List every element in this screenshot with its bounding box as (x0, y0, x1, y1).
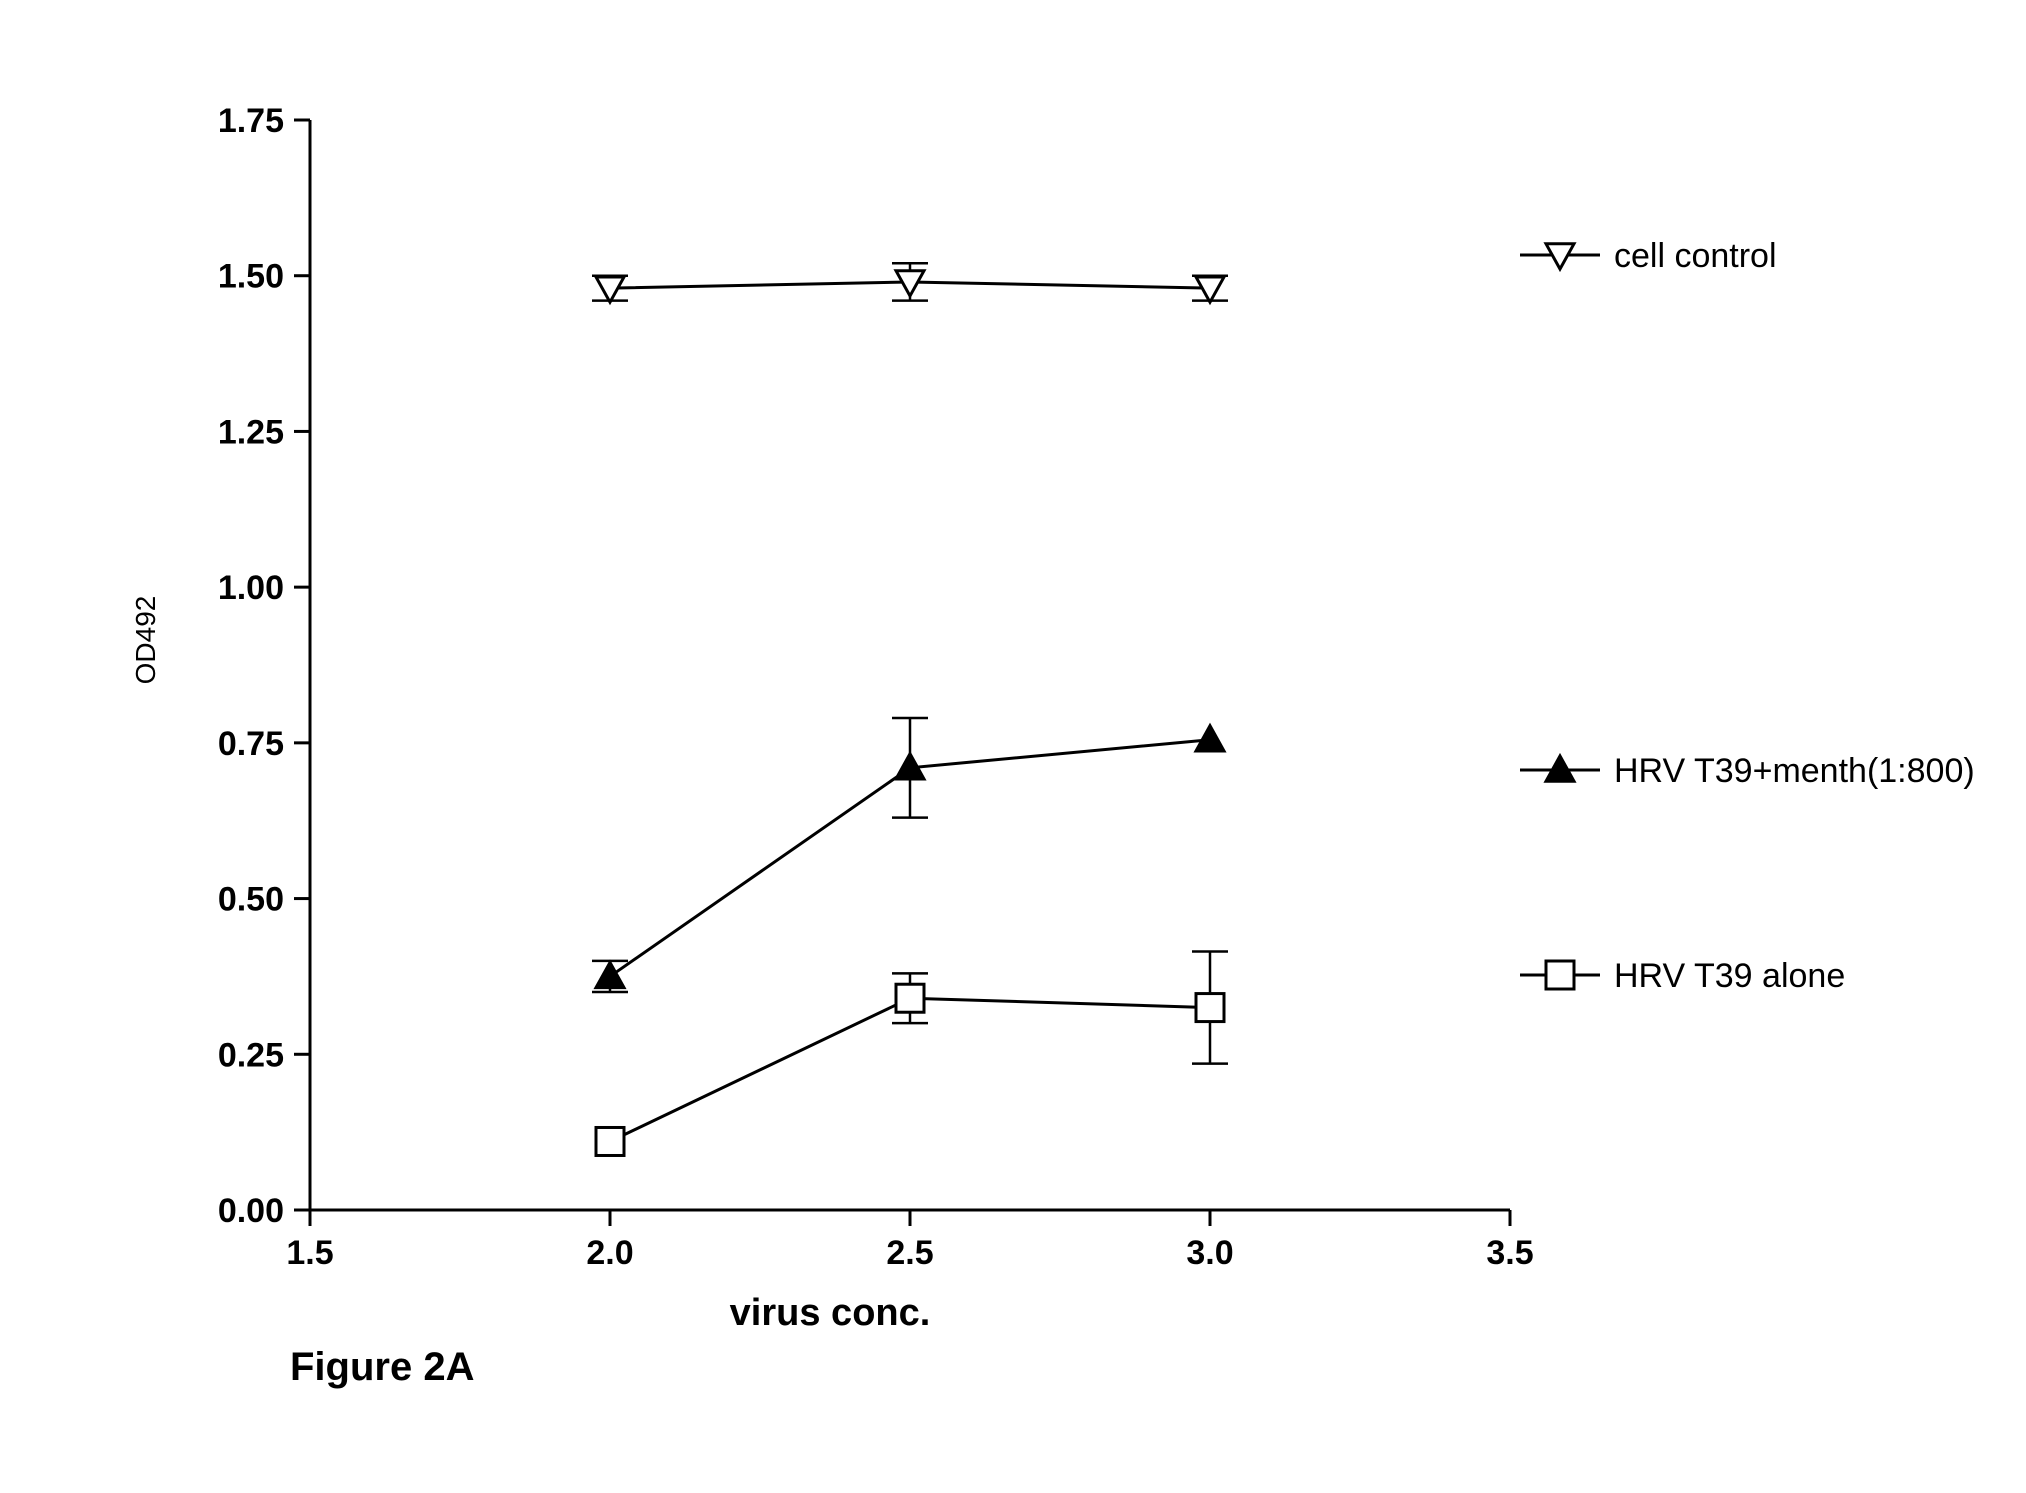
legend-label: cell control (1614, 237, 1777, 275)
y-tick-label: 1.50 (218, 258, 284, 296)
series-hrv_t39_alone (596, 952, 1228, 1156)
x-tick-label: 2.5 (886, 1234, 933, 1272)
line-chart: 0.00 0.25 0.50 0.75 1.00 1.25 1.50 1.75 1.5 2.0 2.… (0, 0, 2026, 1493)
square-icon (596, 1127, 624, 1155)
y-axis-label: OD492 (130, 596, 161, 685)
square-icon (1546, 961, 1574, 989)
triangle-up-icon (596, 962, 624, 987)
legend-entry-cell_control: cell control (1520, 237, 1777, 275)
y-tick-label: 0.75 (218, 725, 284, 763)
figure-caption: Figure 2A (290, 1345, 474, 1389)
legend-label: HRV T39+menth(1:800) (1614, 752, 1975, 790)
triangle-down-icon (596, 277, 624, 302)
y-tick-label: 1.25 (218, 413, 284, 451)
chart-container: 0.00 0.25 0.50 0.75 1.00 1.25 1.50 1.75 1.5 2.0 2.… (0, 0, 2026, 1493)
series-cell_control (592, 263, 1228, 302)
x-axis-label: virus conc. (730, 1292, 931, 1334)
x-tick-label: 2.0 (586, 1234, 633, 1272)
square-icon (1196, 994, 1224, 1022)
x-tick-label: 1.5 (286, 1234, 333, 1272)
y-tick-label: 1.75 (218, 102, 284, 140)
x-tick-label: 3.5 (1486, 1234, 1533, 1272)
legend-label: HRV T39 alone (1614, 957, 1845, 995)
triangle-up-icon (1196, 726, 1224, 751)
x-tick-label: 3.0 (1186, 1234, 1233, 1272)
legend-entry-hrv_t39_menth: HRV T39+menth(1:800) (1520, 752, 1975, 790)
y-tick-label: 0.00 (218, 1192, 284, 1230)
legend-entry-hrv_t39_alone: HRV T39 alone (1520, 957, 1845, 995)
series-hrv_t39_menth (592, 718, 1224, 992)
y-tick-label: 0.50 (218, 881, 284, 919)
triangle-down-icon (1196, 277, 1224, 302)
y-tick-label: 0.25 (218, 1036, 284, 1074)
square-icon (896, 984, 924, 1012)
y-tick-label: 1.00 (218, 569, 284, 607)
